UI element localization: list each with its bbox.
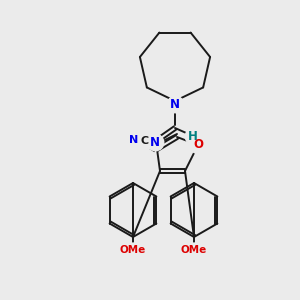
Text: N: N bbox=[150, 136, 160, 148]
Text: O: O bbox=[193, 139, 203, 152]
Text: OMe: OMe bbox=[181, 245, 207, 255]
Text: OMe: OMe bbox=[120, 245, 146, 255]
Text: N: N bbox=[170, 98, 180, 110]
Text: H: H bbox=[188, 130, 198, 142]
Text: C: C bbox=[141, 136, 149, 146]
Text: N: N bbox=[129, 135, 139, 145]
